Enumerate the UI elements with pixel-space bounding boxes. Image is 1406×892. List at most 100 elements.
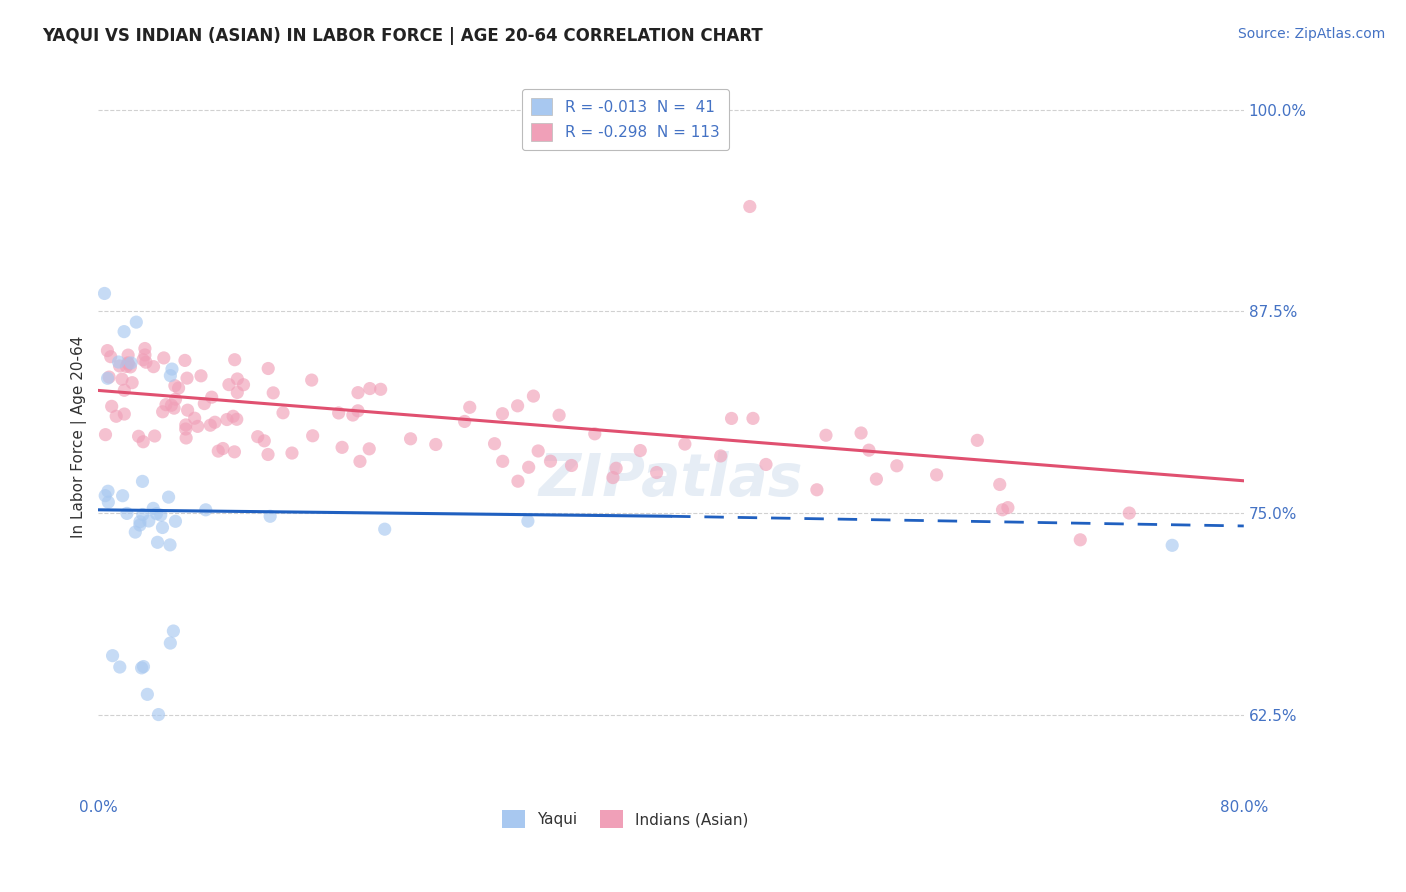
Point	[134, 348, 156, 362]
Point	[132, 352, 155, 367]
Point	[194, 503, 217, 517]
Point	[134, 342, 156, 356]
Point	[347, 404, 370, 418]
Point	[224, 445, 246, 459]
Point	[281, 446, 304, 460]
Point	[328, 406, 350, 420]
Point	[125, 315, 148, 329]
Point	[330, 441, 353, 455]
Point	[120, 356, 142, 370]
Point	[215, 412, 238, 426]
Point	[97, 484, 120, 499]
Point	[124, 525, 146, 540]
Point	[94, 427, 117, 442]
Point	[98, 370, 121, 384]
Text: ZIPatlas: ZIPatlas	[538, 451, 803, 508]
Point	[160, 398, 183, 412]
Point	[673, 437, 696, 451]
Point	[458, 401, 481, 415]
Point	[97, 495, 120, 509]
Point	[253, 434, 276, 448]
Point	[143, 429, 166, 443]
Point	[121, 376, 143, 390]
Point	[167, 381, 190, 395]
Point	[218, 377, 240, 392]
Point	[865, 472, 887, 486]
Point	[1118, 506, 1140, 520]
Point	[132, 434, 155, 449]
Point	[560, 458, 582, 473]
Point	[131, 475, 153, 489]
Point	[93, 286, 115, 301]
Point	[374, 522, 396, 536]
Point	[148, 707, 170, 722]
Point	[425, 437, 447, 451]
Text: YAQUI VS INDIAN (ASIAN) IN LABOR FORCE | AGE 20-64 CORRELATION CHART: YAQUI VS INDIAN (ASIAN) IN LABOR FORCE |…	[42, 27, 763, 45]
Point	[176, 371, 198, 385]
Point	[988, 477, 1011, 491]
Point	[359, 382, 381, 396]
Point	[540, 454, 562, 468]
Point	[886, 458, 908, 473]
Point	[645, 466, 668, 480]
Point	[135, 355, 157, 369]
Point	[136, 687, 159, 701]
Point	[146, 535, 169, 549]
Point	[117, 348, 139, 362]
Point	[491, 407, 513, 421]
Point	[108, 359, 131, 373]
Point	[246, 430, 269, 444]
Point	[1161, 538, 1184, 552]
Point	[814, 428, 837, 442]
Point	[506, 474, 529, 488]
Point	[257, 361, 280, 376]
Point	[163, 401, 186, 416]
Point	[160, 362, 183, 376]
Point	[117, 356, 139, 370]
Point	[193, 396, 215, 410]
Text: Source: ZipAtlas.com: Source: ZipAtlas.com	[1237, 27, 1385, 41]
Point	[200, 418, 222, 433]
Point	[605, 461, 627, 475]
Point	[225, 412, 247, 426]
Point	[710, 449, 733, 463]
Point	[165, 392, 187, 407]
Point	[128, 429, 150, 443]
Legend: Yaqui, Indians (Asian): Yaqui, Indians (Asian)	[496, 804, 755, 834]
Point	[138, 514, 160, 528]
Point	[271, 406, 294, 420]
Point	[132, 508, 155, 522]
Point	[628, 443, 651, 458]
Point	[738, 200, 761, 214]
Point	[212, 442, 235, 456]
Point	[226, 372, 249, 386]
Point	[204, 415, 226, 429]
Point	[94, 489, 117, 503]
Point	[190, 368, 212, 383]
Point	[149, 508, 172, 523]
Point	[111, 372, 134, 386]
Point	[257, 448, 280, 462]
Point	[174, 431, 197, 445]
Point	[174, 422, 197, 436]
Point	[115, 359, 138, 374]
Point	[120, 359, 142, 374]
Point	[183, 411, 205, 425]
Point	[112, 325, 135, 339]
Point	[142, 501, 165, 516]
Point	[222, 409, 245, 424]
Point	[506, 399, 529, 413]
Point	[858, 443, 880, 458]
Point	[105, 409, 128, 424]
Point	[96, 343, 118, 358]
Point	[991, 503, 1014, 517]
Point	[112, 407, 135, 421]
Point	[226, 385, 249, 400]
Point	[224, 352, 246, 367]
Point	[484, 436, 506, 450]
Point	[107, 355, 129, 369]
Point	[176, 403, 198, 417]
Point	[342, 408, 364, 422]
Point	[157, 490, 180, 504]
Point	[117, 357, 139, 371]
